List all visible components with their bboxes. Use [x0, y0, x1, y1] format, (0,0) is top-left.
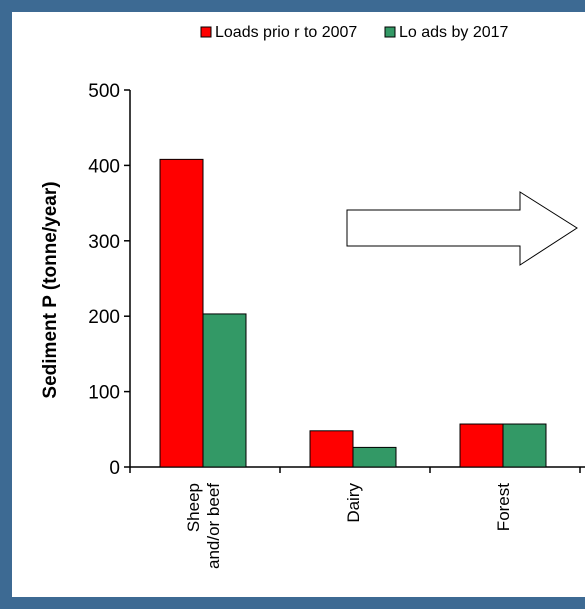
y-tick-label: 200	[88, 307, 120, 328]
bar-prior-2007-2	[459, 423, 504, 468]
y-tick-label: 500	[88, 81, 120, 102]
x-tick-label-group: Sheep and/or beef	[184, 483, 223, 569]
x-tick-label-group: Dairy	[344, 483, 363, 523]
x-tick-label-group: Forest	[494, 483, 513, 531]
bars	[159, 158, 547, 468]
y-axis-title: Sediment P (tonne/year)	[40, 181, 61, 398]
legend-swatch-series-0	[200, 26, 212, 38]
axes: 0 100 200 300 400 500	[88, 81, 585, 479]
bar-prior-2007-1	[309, 430, 354, 468]
x-tick-label: and/or beef	[204, 483, 223, 569]
x-tick-label: Forest	[494, 483, 513, 531]
y-tick-label: 300	[88, 232, 120, 253]
y-tick-label: 0	[109, 458, 120, 479]
legend-label-series-0: Loads prio r to 2007	[215, 24, 357, 41]
legend-label-series-1: Lo ads by 2017	[399, 24, 509, 41]
bar-by-2017-0	[202, 313, 247, 468]
x-tick-label: Dairy	[344, 483, 363, 523]
y-tick-label: 100	[88, 383, 120, 404]
x-tick-label: Sheep	[184, 483, 203, 532]
legend-swatch-series-1	[384, 26, 396, 38]
bar-chart: Loads prio r to 2007 Lo ads by 2017 Sedi…	[40, 24, 585, 570]
legend: Loads prio r to 2007 Lo ads by 2017	[200, 24, 509, 41]
chart-frame: Loads prio r to 2007 Lo ads by 2017 Sedi…	[12, 12, 585, 597]
y-tick-label: 400	[88, 156, 120, 177]
bar-by-2017-1	[352, 446, 397, 468]
bar-by-2017-2	[502, 423, 547, 468]
right-arrow-annotation	[346, 191, 578, 266]
bar-prior-2007-0	[159, 158, 204, 468]
x-tick-labels: Sheep and/or beef Dairy Forest	[184, 483, 513, 570]
